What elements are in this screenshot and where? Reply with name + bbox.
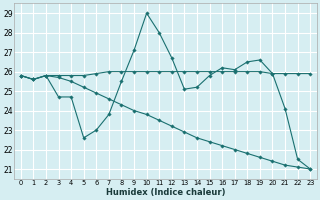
- X-axis label: Humidex (Indice chaleur): Humidex (Indice chaleur): [106, 188, 225, 197]
